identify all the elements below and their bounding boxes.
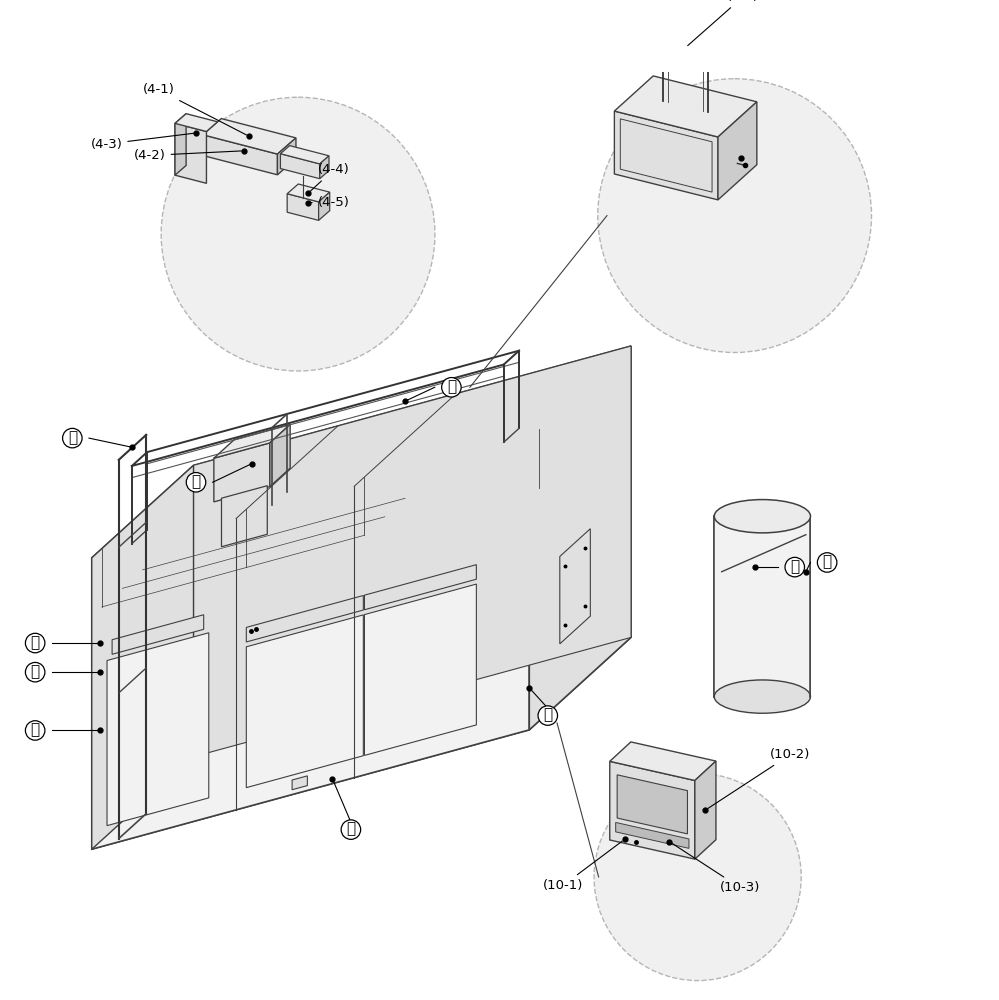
Polygon shape xyxy=(559,529,590,644)
Polygon shape xyxy=(614,111,718,200)
Text: (4-1): (4-1) xyxy=(143,83,247,135)
Polygon shape xyxy=(278,138,296,175)
Polygon shape xyxy=(609,742,716,780)
Polygon shape xyxy=(365,584,477,755)
Text: ②: ② xyxy=(790,560,799,574)
Text: (10-3): (10-3) xyxy=(671,843,760,894)
Polygon shape xyxy=(203,119,296,154)
Ellipse shape xyxy=(714,680,810,713)
Polygon shape xyxy=(287,184,330,202)
Polygon shape xyxy=(320,156,329,179)
Circle shape xyxy=(161,97,435,371)
Text: (4-5): (4-5) xyxy=(312,196,350,209)
Polygon shape xyxy=(194,346,631,757)
Text: ③: ③ xyxy=(447,380,456,394)
Polygon shape xyxy=(112,615,204,654)
Text: (10-1): (10-1) xyxy=(542,841,622,892)
Polygon shape xyxy=(175,114,186,175)
Text: (10-2): (10-2) xyxy=(707,748,810,809)
Polygon shape xyxy=(287,194,319,220)
Polygon shape xyxy=(695,761,716,859)
Polygon shape xyxy=(247,615,364,788)
Polygon shape xyxy=(529,346,631,730)
Polygon shape xyxy=(614,76,757,137)
Polygon shape xyxy=(92,439,529,849)
Polygon shape xyxy=(175,123,207,183)
Text: ⑤: ⑤ xyxy=(68,431,77,445)
Ellipse shape xyxy=(714,500,810,533)
Text: ①: ① xyxy=(822,555,832,569)
Text: ⑥: ⑥ xyxy=(31,636,40,650)
Text: (4-4): (4-4) xyxy=(311,163,350,191)
Text: ④: ④ xyxy=(192,475,201,489)
Circle shape xyxy=(597,79,871,352)
Text: (3-1): (3-1) xyxy=(687,0,759,46)
Polygon shape xyxy=(718,102,757,200)
Text: ⑦: ⑦ xyxy=(31,665,40,679)
Polygon shape xyxy=(281,154,320,179)
Polygon shape xyxy=(92,346,631,558)
Polygon shape xyxy=(247,595,364,642)
Polygon shape xyxy=(107,633,209,826)
Polygon shape xyxy=(222,486,268,547)
Polygon shape xyxy=(92,465,194,849)
Polygon shape xyxy=(203,135,278,175)
Polygon shape xyxy=(319,192,330,220)
Polygon shape xyxy=(281,146,329,164)
Polygon shape xyxy=(214,443,270,502)
Text: ⑨: ⑨ xyxy=(347,823,356,837)
Text: (4-3): (4-3) xyxy=(90,133,194,151)
Text: ⑧: ⑧ xyxy=(31,723,40,737)
Text: (4-2): (4-2) xyxy=(134,149,242,162)
Polygon shape xyxy=(609,761,695,859)
Polygon shape xyxy=(617,775,687,834)
Polygon shape xyxy=(214,424,290,458)
Polygon shape xyxy=(365,565,477,610)
Polygon shape xyxy=(615,822,689,848)
Polygon shape xyxy=(175,114,218,132)
Polygon shape xyxy=(292,776,308,790)
FancyBboxPatch shape xyxy=(714,516,810,697)
Circle shape xyxy=(594,773,801,981)
Text: ⑩: ⑩ xyxy=(543,709,552,723)
Polygon shape xyxy=(270,424,290,487)
Polygon shape xyxy=(92,637,631,849)
